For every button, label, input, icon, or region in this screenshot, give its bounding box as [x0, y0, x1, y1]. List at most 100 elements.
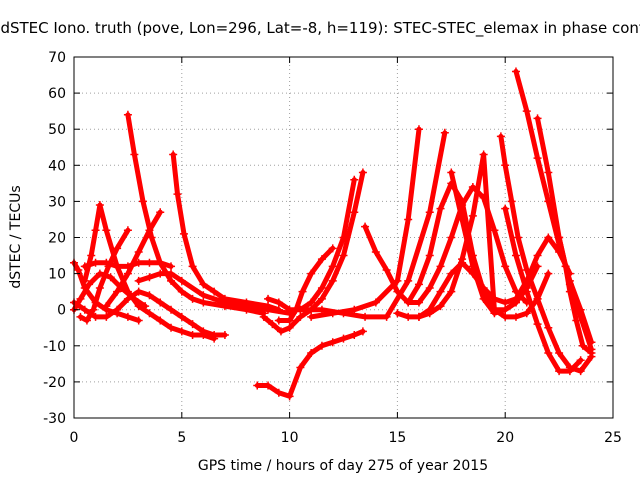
- data-point: [167, 276, 176, 285]
- data-point: [167, 269, 176, 278]
- data-point: [458, 215, 467, 224]
- data-point: [210, 287, 219, 296]
- series-line-arc-14: [265, 177, 357, 313]
- data-point: [188, 262, 197, 271]
- data-point: [307, 312, 316, 321]
- data-point: [447, 233, 456, 242]
- data-point: [91, 258, 100, 267]
- data-point: [522, 107, 531, 116]
- y-tick-label: 50: [48, 122, 66, 138]
- data-point: [511, 312, 520, 321]
- data-point: [501, 305, 510, 314]
- data-point: [468, 262, 477, 271]
- data-point: [425, 305, 434, 314]
- data-point: [507, 197, 516, 206]
- data-point: [89, 305, 98, 314]
- data-point: [145, 258, 154, 267]
- data-point: [85, 280, 94, 289]
- data-point: [276, 327, 285, 336]
- data-point: [113, 287, 122, 296]
- data-point: [447, 269, 456, 278]
- data-point: [425, 251, 434, 260]
- data-point: [544, 168, 553, 177]
- data-point: [95, 284, 104, 293]
- data-point: [522, 309, 531, 318]
- x-tick-label: 20: [496, 430, 514, 446]
- data-point: [544, 269, 553, 278]
- data-point: [188, 320, 197, 329]
- data-point: [147, 233, 156, 242]
- data-point: [156, 258, 165, 267]
- data-point: [490, 309, 499, 318]
- data-point: [123, 226, 132, 235]
- data-point: [361, 312, 370, 321]
- data-point: [177, 327, 186, 336]
- data-point: [479, 294, 488, 303]
- y-tick-label: 20: [48, 231, 66, 247]
- data-point: [80, 262, 89, 271]
- data-point: [80, 276, 89, 285]
- data-point: [296, 363, 305, 372]
- data-point: [404, 298, 413, 307]
- data-point: [113, 305, 122, 314]
- data-point: [555, 349, 564, 358]
- data-point: [496, 132, 505, 141]
- data-point: [544, 233, 553, 242]
- data-point: [578, 341, 587, 350]
- data-point: [371, 298, 380, 307]
- data-point: [555, 233, 564, 242]
- data-point: [274, 298, 283, 307]
- data-point: [468, 211, 477, 220]
- x-tick-label: 10: [281, 430, 299, 446]
- data-point: [220, 298, 229, 307]
- series-line-arc-10: [136, 271, 293, 316]
- data-point: [296, 312, 305, 321]
- data-point: [425, 284, 434, 293]
- data-point: [414, 312, 423, 321]
- data-point: [576, 356, 585, 365]
- y-tick-label: 60: [48, 86, 66, 102]
- axis-ticks: 0 5 10 15 20 25 -30 -20 -10 0 10 20 30 40 50 60 70: [43, 50, 622, 446]
- data-point: [253, 381, 262, 390]
- y-tick-label: -10: [43, 339, 66, 355]
- data-point: [490, 226, 499, 235]
- data-point: [533, 262, 542, 271]
- data-point: [264, 305, 273, 314]
- data-point: [328, 244, 337, 253]
- data-point: [458, 258, 467, 267]
- data-point: [102, 312, 111, 321]
- data-point: [130, 150, 139, 159]
- data-point: [436, 204, 445, 213]
- data-point: [317, 305, 326, 314]
- data-point: [317, 341, 326, 350]
- data-point: [199, 291, 208, 300]
- data-point: [414, 125, 423, 134]
- data-point: [501, 204, 510, 213]
- data-point: [145, 273, 154, 282]
- data-point: [285, 323, 294, 332]
- data-point: [76, 312, 85, 321]
- data-point: [177, 312, 186, 321]
- data-point: [436, 302, 445, 311]
- data-point: [134, 247, 143, 256]
- data-point: [123, 287, 132, 296]
- data-point: [339, 233, 348, 242]
- data-point: [328, 262, 337, 271]
- data-point: [138, 197, 147, 206]
- data-point: [199, 280, 208, 289]
- data-point: [358, 327, 367, 336]
- y-tick-label: 30: [48, 194, 66, 210]
- data-point: [361, 222, 370, 231]
- data-point: [533, 154, 542, 163]
- data-point: [350, 330, 359, 339]
- y-tick-label: 40: [48, 158, 66, 174]
- data-point: [565, 287, 574, 296]
- data-point: [501, 262, 510, 271]
- data-point: [328, 338, 337, 347]
- data-point: [561, 262, 570, 271]
- data-point: [113, 244, 122, 253]
- data-point: [511, 298, 520, 307]
- data-point: [533, 251, 542, 260]
- data-point: [123, 312, 132, 321]
